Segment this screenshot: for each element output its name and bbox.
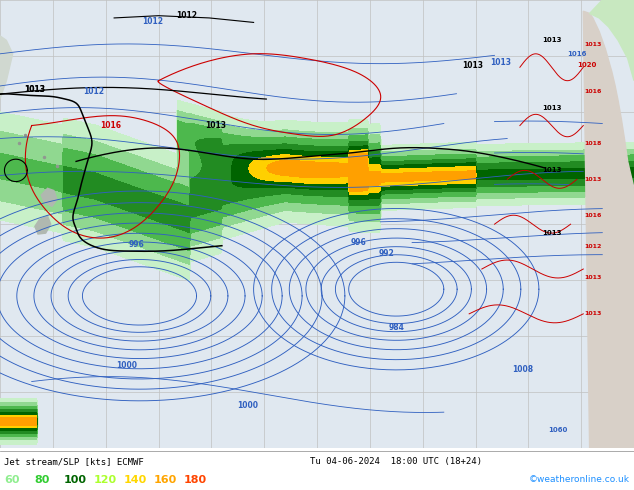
Text: 1012: 1012 <box>584 244 602 249</box>
Polygon shape <box>35 216 51 234</box>
Text: 1013: 1013 <box>542 168 561 173</box>
Text: 1020: 1020 <box>577 62 596 68</box>
Text: 1013: 1013 <box>584 311 602 317</box>
Polygon shape <box>583 11 634 448</box>
Text: 1016: 1016 <box>584 213 602 218</box>
Text: 180: 180 <box>184 475 207 485</box>
Text: 1013: 1013 <box>24 85 46 94</box>
Polygon shape <box>0 36 13 98</box>
Text: 1018: 1018 <box>584 141 602 146</box>
Text: 1060: 1060 <box>548 427 567 434</box>
Text: 1013: 1013 <box>584 177 602 182</box>
Text: 1008: 1008 <box>512 366 534 374</box>
Text: 1012: 1012 <box>176 11 198 20</box>
Text: 1013: 1013 <box>205 121 226 130</box>
Text: 1013: 1013 <box>490 58 512 67</box>
Text: 1013: 1013 <box>462 60 483 70</box>
Text: 1012: 1012 <box>141 17 163 25</box>
Text: 1016: 1016 <box>100 121 122 130</box>
Text: 160: 160 <box>154 475 178 485</box>
Text: 100: 100 <box>64 475 87 485</box>
Text: 996: 996 <box>351 238 366 246</box>
Polygon shape <box>41 188 57 206</box>
Text: ©weatheronline.co.uk: ©weatheronline.co.uk <box>529 475 630 484</box>
Text: 1016: 1016 <box>584 89 602 95</box>
Text: 1000: 1000 <box>236 401 258 410</box>
Text: 1012: 1012 <box>83 87 105 97</box>
Text: 1000: 1000 <box>116 361 138 370</box>
Text: Tu 04-06-2024  18:00 UTC (18+24): Tu 04-06-2024 18:00 UTC (18+24) <box>310 458 482 466</box>
Text: 1013: 1013 <box>584 42 602 48</box>
Text: 996: 996 <box>129 240 144 249</box>
Text: 140: 140 <box>124 475 147 485</box>
Text: 984: 984 <box>388 323 404 332</box>
Text: 80: 80 <box>34 475 49 485</box>
Text: 120: 120 <box>94 475 117 485</box>
Text: 1013: 1013 <box>584 275 602 280</box>
Text: 1013: 1013 <box>542 37 561 43</box>
Text: 1013: 1013 <box>542 104 561 111</box>
Text: 1016: 1016 <box>567 51 586 57</box>
Text: 992: 992 <box>379 249 394 258</box>
Text: 1013: 1013 <box>24 85 46 94</box>
Text: Jet stream/SLP [kts] ECMWF: Jet stream/SLP [kts] ECMWF <box>4 458 144 466</box>
Text: 1013: 1013 <box>542 230 561 236</box>
Text: 60: 60 <box>4 475 20 485</box>
Polygon shape <box>590 0 634 81</box>
